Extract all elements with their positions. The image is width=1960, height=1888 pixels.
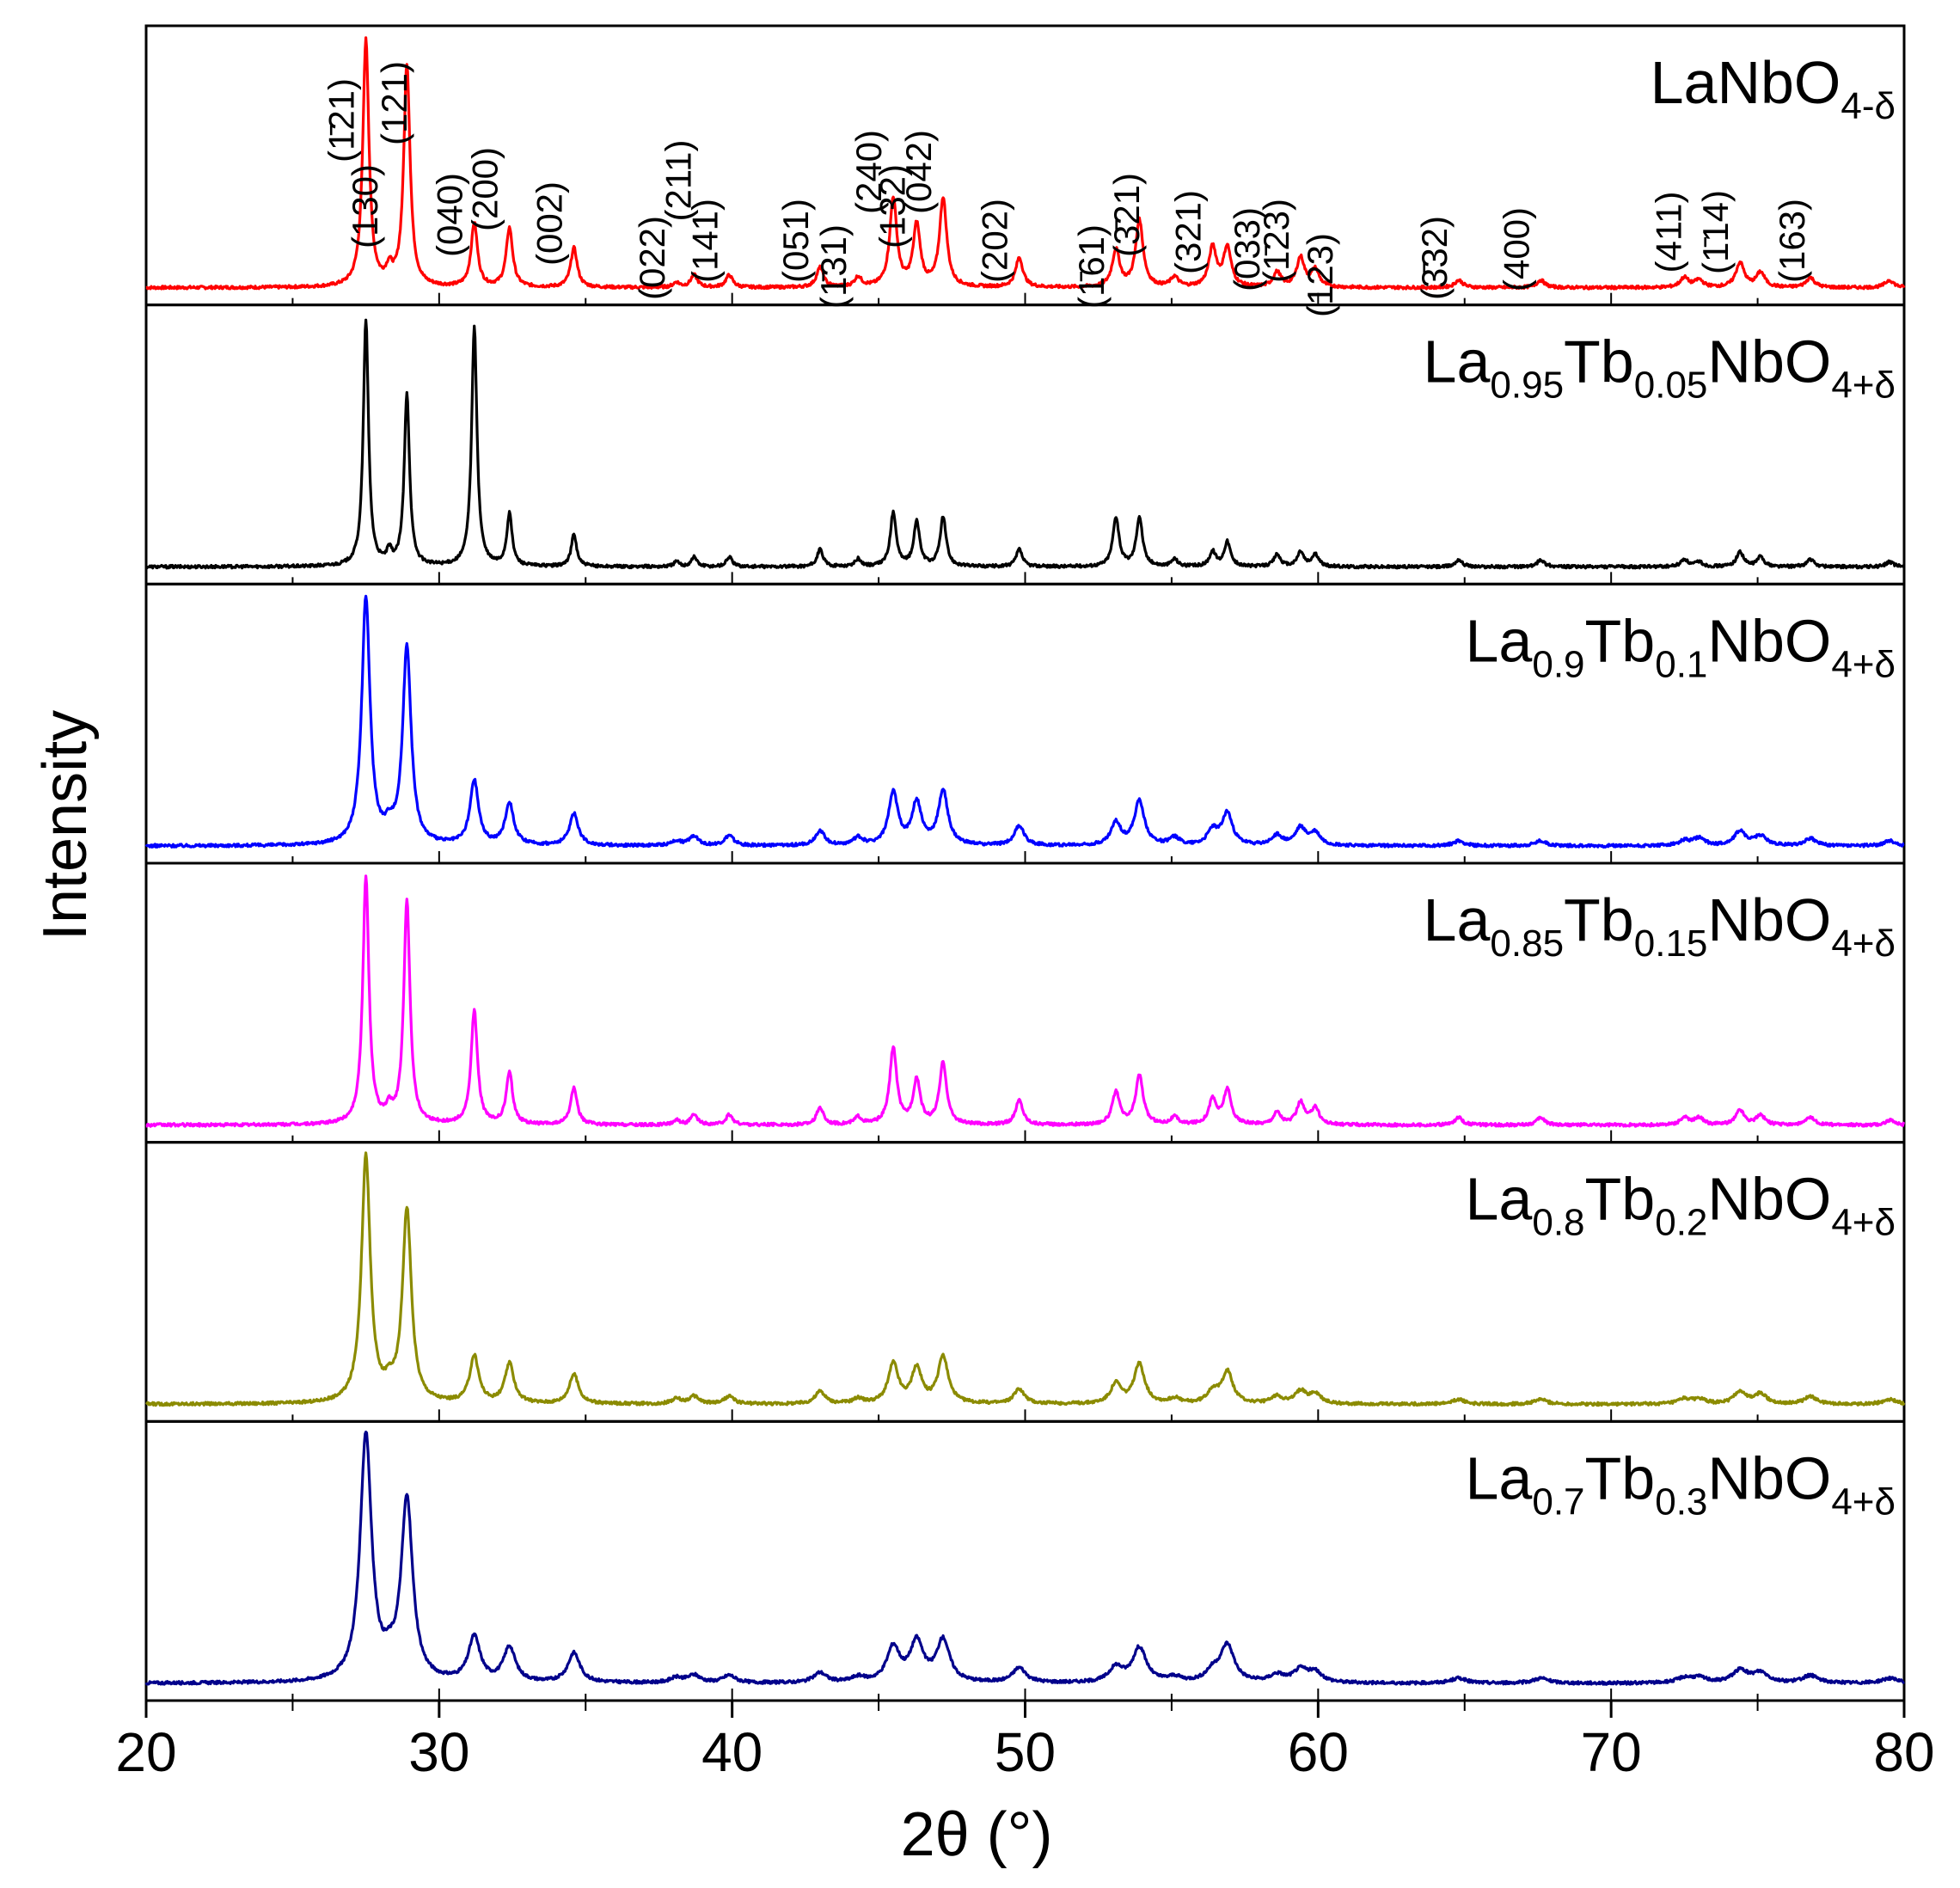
miller-label-10: (051)	[775, 199, 816, 283]
sample-label-4: La0.85Tb0.15NbO4+δ	[1424, 886, 1896, 965]
miller-label-17: (3̄21)	[1106, 173, 1147, 257]
trace-6	[144, 1431, 1905, 1686]
panels	[144, 24, 1906, 1702]
miller-label-24: (411)	[1649, 192, 1689, 273]
x-tick-label-40: 40	[701, 1721, 763, 1783]
sample-label-3: La0.9Tb0.1NbO4+δ	[1465, 607, 1896, 685]
x-axis: 20 30 40 50 60 70 80	[115, 1701, 1935, 1783]
trace-4	[145, 874, 1906, 1128]
x-axis-title: 2θ (°)	[901, 1800, 1053, 1869]
x-tick-label-60: 60	[1288, 1721, 1349, 1783]
miller-label-23: (400)	[1496, 207, 1536, 291]
miller-label-18: (321)	[1168, 190, 1209, 274]
miller-label-21: (123)	[1300, 233, 1340, 317]
miller-label-8: (211)	[658, 140, 699, 222]
sample-label-1: LaNbO4-δ	[1651, 49, 1896, 127]
miller-label-6: (002)	[530, 181, 570, 266]
miller-label-26: (163)	[1772, 199, 1812, 283]
y-axis-title: Intensity	[31, 710, 100, 941]
miller-index-annotations: (1̄21)(130) (121) (040)(200) (002) (022)(211…	[322, 61, 1812, 317]
x-tick-label-70: 70	[1581, 1721, 1642, 1783]
miller-label-11: (1̄31)	[813, 224, 854, 309]
x-tick-label-20: 20	[115, 1721, 176, 1783]
miller-label-7: (022)	[632, 216, 672, 300]
miller-label-15: (202)	[975, 199, 1015, 283]
sample-label-2: La0.95Tb0.05NbO4+δ	[1424, 328, 1896, 407]
x-tick-label-50: 50	[995, 1721, 1056, 1783]
miller-label-25: (1̄14)	[1695, 190, 1736, 274]
miller-label-19: (033)	[1227, 207, 1267, 291]
trace-1	[145, 36, 1906, 291]
miller-label-14: (042)	[898, 130, 939, 214]
traces	[144, 36, 1906, 1686]
sample-labels: LaNbO4-δ La0.95Tb0.05NbO4+δ La0.9Tb0.1NbO4…	[1424, 49, 1896, 1523]
sample-label-5: La0.8Tb0.2NbO4+δ	[1465, 1166, 1896, 1244]
miller-label-12: (240)	[848, 130, 889, 214]
x-tick-label-30: 30	[408, 1721, 469, 1783]
trace-3	[144, 594, 1905, 849]
sample-label-6: La0.7Tb0.3NbO4+δ	[1465, 1444, 1896, 1523]
miller-label-4: (040)	[430, 173, 470, 257]
miller-label-20: (1̄23)	[1256, 199, 1296, 283]
miller-label-9: (141)	[684, 199, 725, 283]
miller-label-5: (200)	[465, 147, 505, 231]
miller-label-16: (1̄61)	[1071, 224, 1112, 309]
x-tick-label-80: 80	[1873, 1721, 1934, 1783]
miller-label-3: (121)	[374, 61, 414, 145]
miller-label-13: (132)	[872, 164, 912, 248]
miller-label-1: (1̄21)	[322, 78, 362, 162]
trace-2	[144, 318, 1906, 570]
miller-label-22: (3̄32)	[1414, 216, 1455, 300]
trace-5	[145, 1151, 1906, 1407]
miller-label-2: (130)	[345, 164, 385, 248]
